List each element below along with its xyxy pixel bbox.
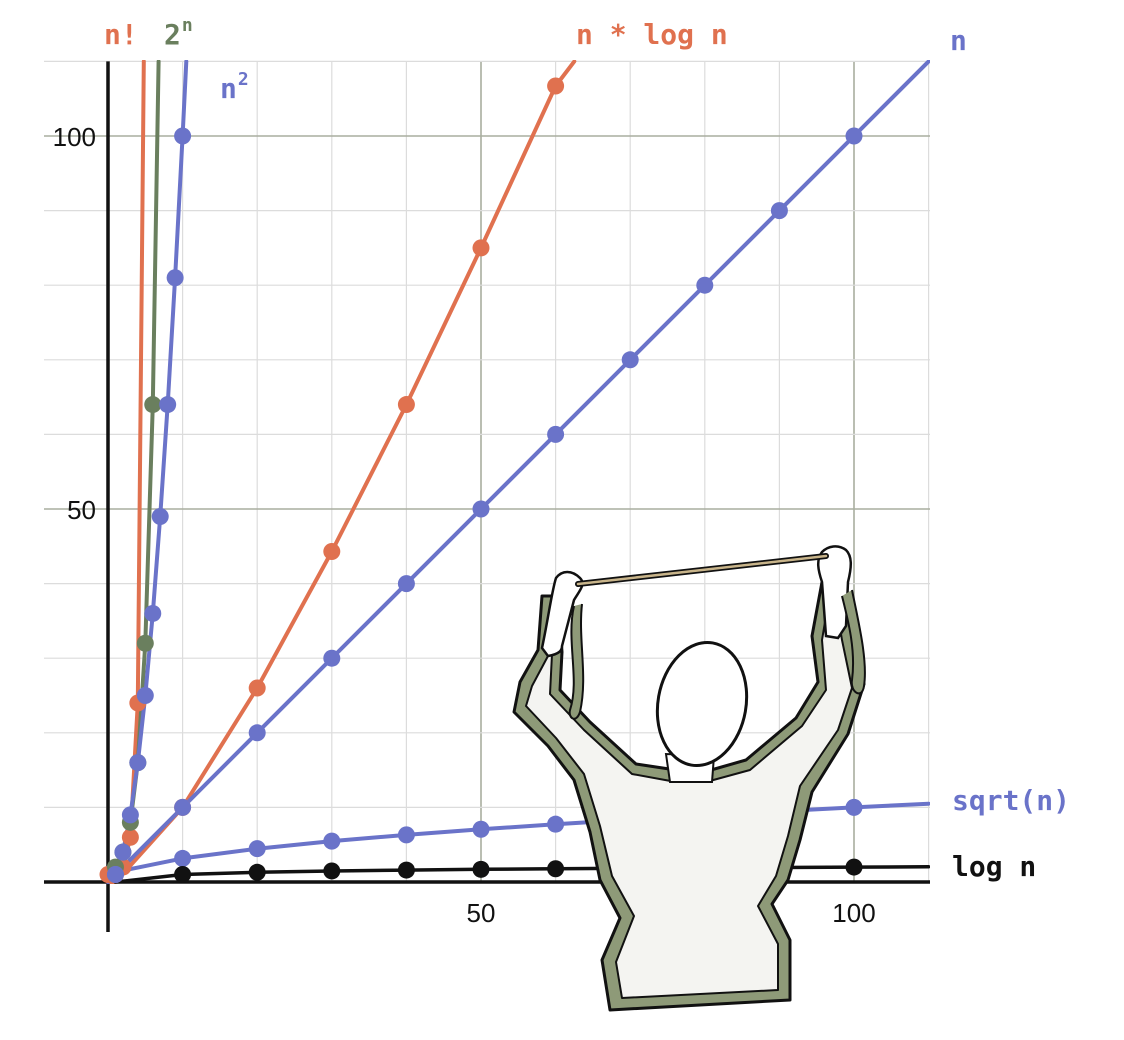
data-point — [129, 754, 147, 772]
data-point — [547, 425, 565, 443]
data-point — [144, 604, 162, 622]
figure-right-hand — [817, 545, 852, 640]
data-point — [397, 396, 415, 414]
curve-label: n — [220, 72, 237, 105]
data-point — [621, 351, 639, 369]
y-tick-label: 100 — [53, 122, 96, 152]
data-point — [472, 860, 490, 878]
data-point — [248, 863, 266, 881]
data-point — [121, 828, 139, 846]
figure-shape — [512, 545, 866, 1012]
data-point — [136, 687, 154, 704]
data-point — [174, 127, 192, 145]
data-point — [323, 543, 341, 561]
data-point — [547, 860, 565, 878]
x-tick-label: 100 — [832, 898, 875, 928]
data-point — [472, 500, 490, 518]
data-point — [144, 396, 162, 414]
data-point — [323, 649, 341, 667]
curve-label: 2 — [164, 18, 181, 51]
data-point — [547, 815, 565, 833]
data-point — [323, 862, 341, 880]
data-point — [248, 679, 266, 697]
data-point — [845, 127, 863, 145]
figure-left-hand — [540, 570, 584, 658]
data-point — [323, 832, 341, 850]
y-tick-label: 50 — [67, 495, 96, 525]
data-point — [159, 396, 177, 414]
curve-label: n — [950, 24, 967, 57]
data-point — [248, 724, 266, 742]
data-point — [174, 798, 192, 816]
curve-label: n * log n — [576, 18, 728, 51]
data-point — [248, 840, 266, 858]
person-holding-stretched-rope-icon — [512, 545, 866, 1012]
data-point — [166, 269, 184, 287]
data-point — [845, 798, 863, 816]
figure-head — [655, 640, 749, 768]
data-point — [472, 239, 490, 257]
data-point — [845, 858, 863, 876]
data-point — [770, 202, 788, 220]
data-point — [547, 77, 565, 95]
data-point — [106, 866, 124, 884]
rope-end-right — [841, 589, 866, 695]
data-point — [114, 843, 132, 861]
data-point — [136, 634, 154, 652]
data-point — [174, 866, 192, 884]
data-point — [174, 849, 192, 867]
series-line — [106, 60, 577, 884]
rope-core — [576, 554, 828, 586]
series-line — [106, 60, 189, 884]
curve-label-superscript: n — [182, 15, 193, 36]
curve-label-superscript: 2 — [238, 69, 249, 90]
figure-body — [525, 591, 853, 999]
data-point — [397, 575, 415, 593]
curve-label: n! — [104, 18, 138, 51]
tick-labels: 50 100 50 100 — [53, 122, 876, 928]
data-point — [397, 861, 415, 879]
data-point — [397, 826, 415, 844]
curve-label: sqrt(n) — [952, 784, 1070, 817]
rope-end-left — [568, 603, 585, 720]
data-point — [696, 276, 714, 294]
series-line — [113, 865, 930, 884]
curve-label: log n — [952, 850, 1036, 883]
series-line — [106, 60, 930, 884]
data-point — [472, 820, 490, 838]
data-point — [151, 507, 169, 525]
x-tick-label: 50 — [467, 898, 496, 928]
data-point — [121, 806, 139, 824]
